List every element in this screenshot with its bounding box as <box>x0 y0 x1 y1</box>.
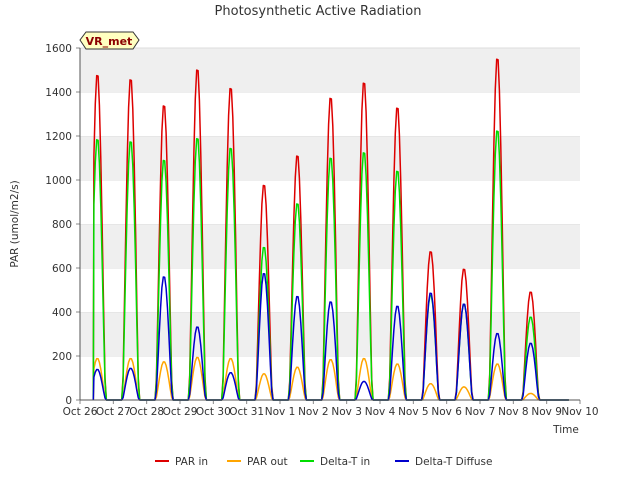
badge-shape <box>79 31 140 50</box>
y-tick-label: 400 <box>52 307 72 319</box>
y-tick-label: 800 <box>52 219 72 231</box>
y-tick-label: 200 <box>52 351 72 363</box>
legend-entry: PAR in <box>175 456 208 468</box>
x-tick-label: Oct 31 <box>229 406 264 418</box>
legend: PAR in PAR out Delta-T in Delta-T Diffuse <box>155 456 492 468</box>
y-tick-label: 1200 <box>45 131 72 143</box>
chart-title: Photosynthetic Active Radiation <box>215 4 422 19</box>
series-line-delta-t-diffuse <box>92 272 569 401</box>
x-tick-label: Nov 9 <box>531 406 562 418</box>
x-tick-label: Nov 5 <box>398 406 429 418</box>
y-tick-label: 600 <box>52 263 72 275</box>
x-tick-label: Oct 29 <box>163 406 198 418</box>
legend-entry: Delta-T Diffuse <box>415 456 492 468</box>
y-axis-label: PAR (umol/m2/s) <box>9 180 21 267</box>
legend-entry: Delta-T in <box>320 456 370 468</box>
legend-entry: PAR out <box>247 456 288 468</box>
x-tick-label: Oct 28 <box>129 406 164 418</box>
x-tick-label: Nov 7 <box>465 406 496 418</box>
y-tick-label: 1600 <box>45 43 72 55</box>
y-tick-label: 0 <box>65 395 72 407</box>
x-tick-label: Nov 4 <box>365 406 396 418</box>
badge-label: VR_met <box>86 35 133 48</box>
x-tick-label: Nov 3 <box>331 406 362 418</box>
x-tick-label: Oct 27 <box>96 406 131 418</box>
y-tick-label: 1400 <box>45 87 72 99</box>
x-tick-label: Nov 10 <box>561 406 598 418</box>
x-axis-label: Time <box>552 424 579 436</box>
x-tick-label: Nov 1 <box>265 406 296 418</box>
x-tick-label: Nov 8 <box>498 406 529 418</box>
x-tick-label: Nov 6 <box>431 406 462 418</box>
x-tick-label: Nov 2 <box>298 406 329 418</box>
x-tick-label: Oct 26 <box>63 406 98 418</box>
y-tick-label: 1000 <box>45 175 72 187</box>
grid-band <box>80 48 580 92</box>
y-axis-ticks: 0 200 400 600 800 1000 1200 1400 1600 <box>45 43 80 407</box>
series-lines <box>79 48 580 401</box>
vr-met-badge: VR_met <box>79 31 140 50</box>
grid-band <box>80 180 580 224</box>
grid-band <box>80 224 580 268</box>
x-tick-label: Oct 30 <box>196 406 231 418</box>
